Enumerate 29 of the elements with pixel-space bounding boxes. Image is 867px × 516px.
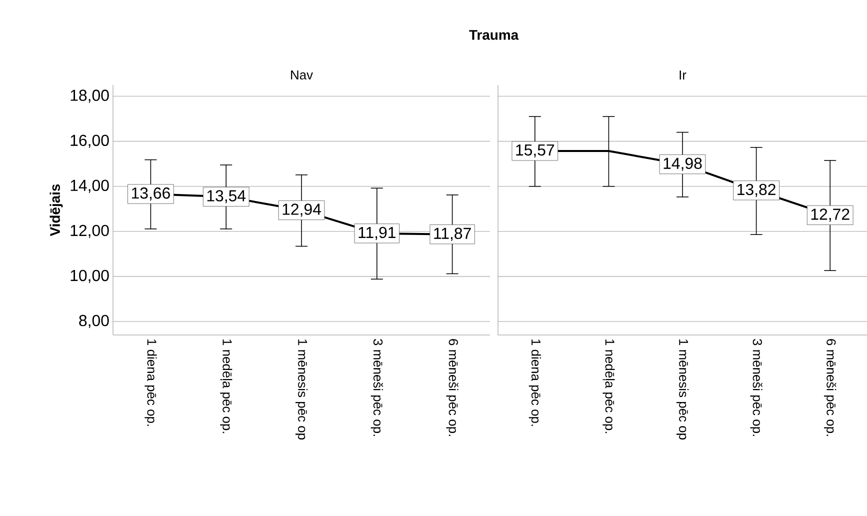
data-label: 11,91 — [358, 226, 396, 240]
x-tick-label: 6 mēneši pēc op. — [824, 339, 836, 436]
y-tick-label: 16,00 — [70, 134, 109, 148]
x-tick-label: 1 diena pēc op. — [528, 340, 541, 426]
x-tick-label: 1 nedēļa pēc op. — [602, 340, 615, 434]
data-label: 14,98 — [664, 158, 702, 171]
x-tick-label: 1 nedēļa pēc op. — [220, 340, 232, 434]
chart-title: Nav — [291, 70, 313, 80]
data-label: 13,82 — [738, 184, 776, 197]
chart-title: Ir — [680, 70, 686, 80]
data-label: 13,54 — [207, 190, 246, 204]
x-tick-label: 1 mēnesis pēc op — [295, 340, 308, 440]
x-tick-label: 6 mēneši pēc op. — [446, 339, 458, 436]
x-tick-label: 3 mēneši pēc op. — [750, 339, 762, 436]
x-tick-label: 1 mēnesis pēc op — [676, 340, 689, 440]
data-label: 12,72 — [811, 208, 850, 222]
x-tick-label: 3 mēneši pēc op. — [370, 339, 383, 436]
data-label: 13,66 — [132, 187, 170, 201]
y-tick-label: 18,00 — [70, 90, 109, 103]
y-axis-title: Vidējais — [50, 184, 63, 236]
y-tick-label: 8,00 — [79, 314, 109, 328]
x-tick-label: 1 diena pēc op. — [144, 340, 157, 426]
data-label: 15,57 — [516, 144, 554, 158]
y-tick-label: 14,00 — [70, 180, 109, 193]
data-label: 12,94 — [282, 204, 321, 217]
data-label: 11,87 — [434, 228, 471, 241]
y-tick-label: 10,00 — [70, 270, 109, 284]
y-tick-label: 12,00 — [70, 224, 109, 238]
text: Trauma — [469, 30, 519, 40]
